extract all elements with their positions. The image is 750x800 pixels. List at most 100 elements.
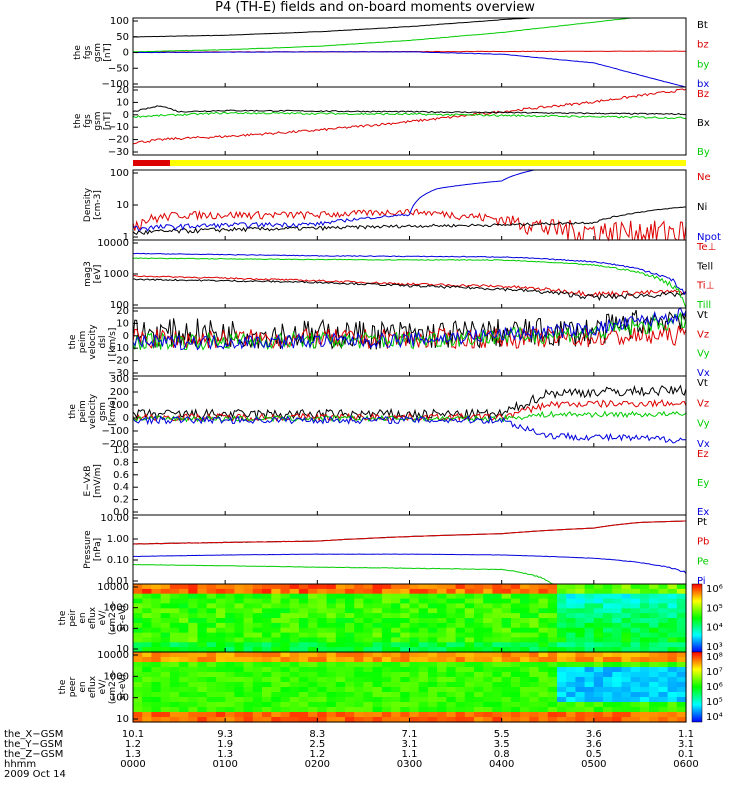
heatmap-cell-8 bbox=[345, 588, 355, 595]
heatmap-cell-8 bbox=[427, 622, 438, 629]
heatmap-cell-9 bbox=[289, 712, 300, 718]
heatmap-cell-9 bbox=[289, 657, 300, 663]
heatmap-cell-9 bbox=[437, 687, 447, 693]
heatmap-cell-8 bbox=[179, 622, 189, 629]
by-line bbox=[132, 17, 631, 53]
heatmap-cell-9 bbox=[492, 692, 503, 698]
heatmap-cell-8 bbox=[335, 618, 346, 624]
heatmap-cell-8 bbox=[252, 627, 263, 634]
heatmap-cell-8 bbox=[381, 603, 392, 609]
heatmap-cell-8 bbox=[280, 622, 291, 629]
heatmap-cell-8 bbox=[427, 632, 438, 639]
heatmap-cell-9 bbox=[483, 682, 493, 688]
heatmap-cell-9 bbox=[529, 662, 540, 668]
ytick-peim_velocity_gsm: 300 bbox=[110, 374, 129, 385]
heatmap-cell-9 bbox=[280, 652, 291, 658]
heatmap-cell-8 bbox=[188, 622, 199, 629]
heatmap-cell-8 bbox=[538, 637, 549, 643]
heatmap-cell-9 bbox=[557, 682, 567, 688]
heatmap-cell-9 bbox=[639, 667, 650, 673]
heatmap-cell-9 bbox=[188, 707, 199, 713]
heatmap-cell-8 bbox=[630, 584, 641, 590]
ytick-peer_eflux: 1000 bbox=[104, 671, 129, 682]
ylabel-peim_velocity_dsl: dsl bbox=[98, 336, 108, 349]
heatmap-cell-9 bbox=[215, 662, 226, 668]
heatmap-cell-8 bbox=[345, 598, 355, 605]
heatmap-cell-8 bbox=[142, 613, 152, 619]
heatmap-cell-9 bbox=[547, 702, 558, 708]
heatmap-cell-8 bbox=[584, 622, 595, 629]
heatmap-cell-9 bbox=[455, 672, 466, 678]
heatmap-cell-8 bbox=[317, 593, 328, 600]
heatmap-cell-9 bbox=[409, 672, 420, 678]
heatmap-cell-8 bbox=[437, 642, 447, 648]
heatmap-cell-9 bbox=[326, 717, 337, 723]
heatmap-cell-8 bbox=[206, 584, 217, 590]
heatmap-cell-8 bbox=[169, 598, 180, 605]
heatmap-cell-9 bbox=[612, 717, 623, 723]
heatmap-cell-8 bbox=[566, 598, 576, 605]
heatmap-cell-8 bbox=[169, 632, 180, 639]
heatmap-cell-8 bbox=[206, 598, 217, 605]
heatmap-cell-9 bbox=[225, 697, 235, 703]
heatmap-cell-8 bbox=[630, 588, 641, 595]
heatmap-cell-9 bbox=[179, 717, 189, 723]
heatmap-cell-9 bbox=[455, 692, 466, 698]
heatmap-cell-9 bbox=[446, 657, 457, 663]
heatmap-cell-8 bbox=[142, 584, 152, 590]
heatmap-cell-9 bbox=[676, 667, 687, 673]
heatmap-cell-8 bbox=[547, 622, 558, 629]
heatmap-cell-8 bbox=[501, 584, 512, 590]
heatmap-cell-9 bbox=[418, 707, 429, 713]
heatmap-cell-9 bbox=[400, 712, 411, 718]
heatmap-cell-8 bbox=[584, 627, 595, 634]
heatmap-cell-9 bbox=[427, 682, 438, 688]
heatmap-cell-9 bbox=[612, 652, 623, 658]
heatmap-cell-9 bbox=[455, 717, 466, 723]
heatmap-cell-9 bbox=[501, 672, 512, 678]
heatmap-cell-9 bbox=[188, 667, 199, 673]
heatmap-cell-8 bbox=[160, 593, 171, 600]
legend-by: by bbox=[697, 59, 709, 70]
heatmap-cell-8 bbox=[593, 588, 604, 595]
heatmap-cell-8 bbox=[391, 584, 401, 590]
heatmap-cell-8 bbox=[603, 622, 613, 629]
heatmap-cell-8 bbox=[372, 584, 383, 590]
heatmap-cell-9 bbox=[133, 702, 143, 708]
heatmap-cell-9 bbox=[492, 662, 503, 668]
heatmap-cell-8 bbox=[492, 603, 503, 609]
heatmap-cell-9 bbox=[584, 697, 595, 703]
heatmap-cell-8 bbox=[409, 603, 420, 609]
heatmap-cell-9 bbox=[483, 697, 493, 703]
heatmap-cell-9 bbox=[474, 667, 484, 673]
heatmap-cell-9 bbox=[262, 652, 272, 658]
heatmap-cell-9 bbox=[308, 692, 318, 698]
heatmap-cell-9 bbox=[427, 657, 438, 663]
heatmap-cell-9 bbox=[437, 712, 447, 718]
ephem-value: 1.1 bbox=[402, 749, 418, 760]
heatmap-cell-8 bbox=[510, 588, 521, 595]
heatmap-cell-9 bbox=[474, 697, 484, 703]
heatmap-cell-8 bbox=[603, 632, 613, 639]
heatmap-cell-9 bbox=[566, 677, 576, 683]
heatmap-cell-9 bbox=[179, 692, 189, 698]
heatmap-cell-8 bbox=[142, 598, 152, 605]
heatmap-cell-8 bbox=[271, 588, 282, 595]
ytick-fgs_gsm_2: 10 bbox=[116, 97, 129, 108]
heatmap-cell-8 bbox=[280, 588, 291, 595]
heatmap-cell-9 bbox=[363, 682, 374, 688]
legend-Vx: Vx bbox=[697, 368, 710, 379]
heatmap-cell-9 bbox=[437, 662, 447, 668]
heatmap-cell-9 bbox=[169, 697, 180, 703]
heatmap-cell-8 bbox=[262, 637, 272, 643]
heatmap-cell-8 bbox=[381, 632, 392, 639]
heatmap-cell-8 bbox=[179, 608, 189, 614]
heatmap-cell-8 bbox=[133, 622, 143, 629]
heatmap-cell-9 bbox=[483, 687, 493, 693]
heatmap-cell-9 bbox=[501, 712, 512, 718]
heatmap-cell-9 bbox=[547, 712, 558, 718]
heatmap-cell-8 bbox=[271, 593, 282, 600]
heatmap-cell-9 bbox=[225, 712, 235, 718]
heatmap-cell-8 bbox=[345, 622, 355, 629]
heatmap-cell-9 bbox=[584, 682, 595, 688]
